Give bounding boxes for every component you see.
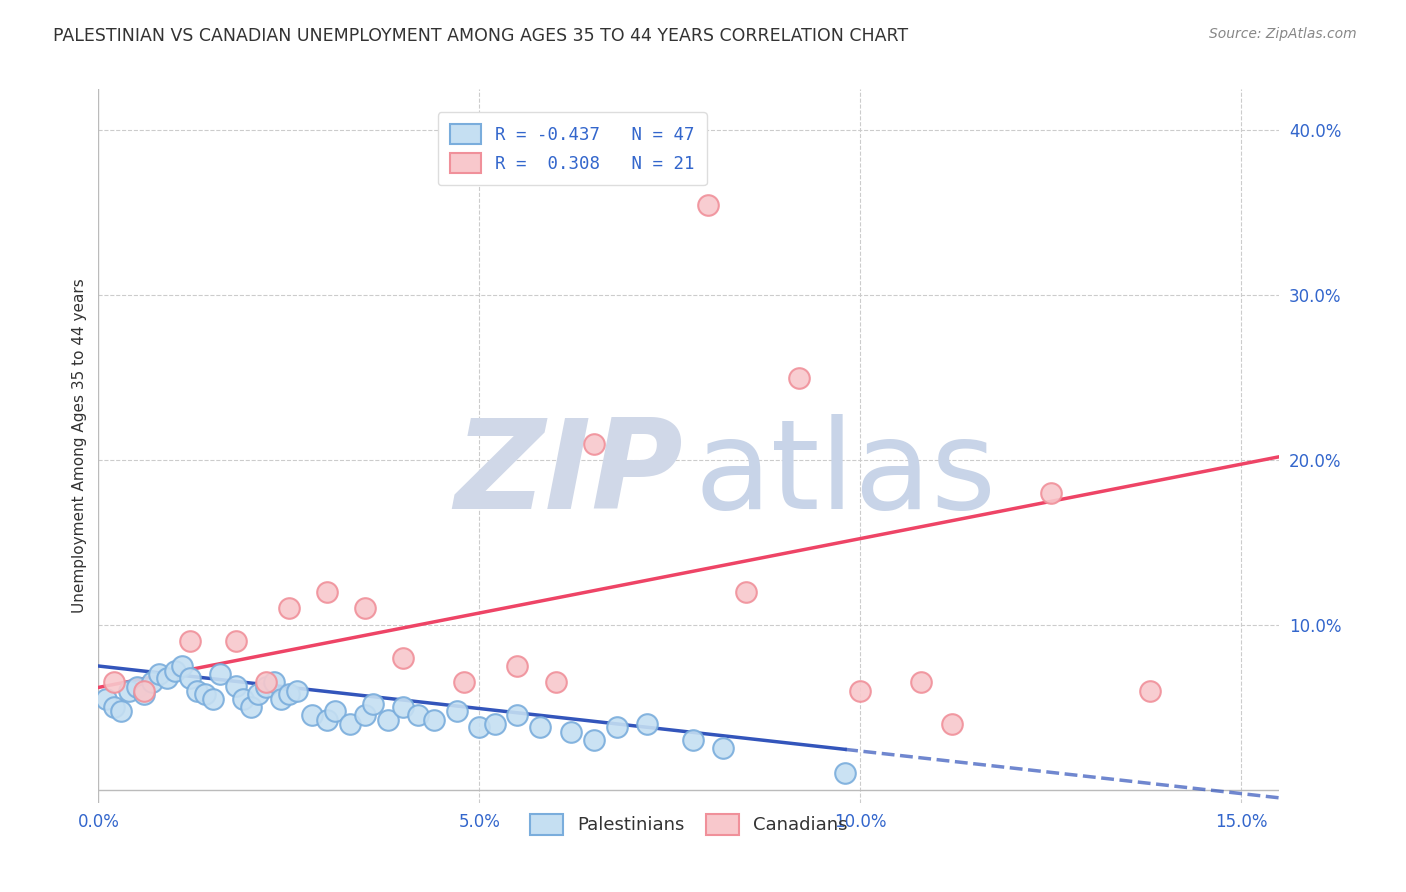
Point xyxy=(484,716,506,731)
Text: Source: ZipAtlas.com: Source: ZipAtlas.com xyxy=(1209,27,1357,41)
Point xyxy=(179,671,201,685)
Point xyxy=(1039,486,1062,500)
Point xyxy=(201,692,224,706)
Point xyxy=(239,700,262,714)
Point xyxy=(225,634,247,648)
Text: ZIP: ZIP xyxy=(454,414,683,535)
Point xyxy=(636,716,658,731)
Point xyxy=(582,733,605,747)
Point xyxy=(232,692,254,706)
Point xyxy=(254,675,277,690)
Point xyxy=(156,671,179,685)
Point xyxy=(582,436,605,450)
Point xyxy=(103,700,125,714)
Point xyxy=(209,667,232,681)
Point xyxy=(194,687,217,701)
Point xyxy=(544,675,567,690)
Point xyxy=(148,667,170,681)
Point xyxy=(323,704,346,718)
Point xyxy=(506,659,529,673)
Point xyxy=(103,675,125,690)
Legend: Palestinians, Canadians: Palestinians, Canadians xyxy=(522,805,856,844)
Point xyxy=(941,716,963,731)
Point xyxy=(134,683,156,698)
Point xyxy=(453,675,475,690)
Point xyxy=(94,692,117,706)
Point xyxy=(263,675,285,690)
Point xyxy=(179,634,201,648)
Point xyxy=(285,683,308,698)
Point xyxy=(186,683,208,698)
Point xyxy=(118,683,141,698)
Point xyxy=(277,687,299,701)
Point xyxy=(606,720,628,734)
Point xyxy=(361,697,384,711)
Point xyxy=(711,741,734,756)
Point xyxy=(125,681,148,695)
Point xyxy=(1139,683,1161,698)
Point xyxy=(506,708,529,723)
Point xyxy=(377,714,399,728)
Point xyxy=(247,687,270,701)
Point xyxy=(446,704,468,718)
Point xyxy=(529,720,551,734)
Point xyxy=(301,708,323,723)
Point xyxy=(682,733,704,747)
Point xyxy=(110,704,132,718)
Text: PALESTINIAN VS CANADIAN UNEMPLOYMENT AMONG AGES 35 TO 44 YEARS CORRELATION CHART: PALESTINIAN VS CANADIAN UNEMPLOYMENT AMO… xyxy=(53,27,908,45)
Point xyxy=(422,714,444,728)
Point xyxy=(408,708,430,723)
Point xyxy=(697,197,720,211)
Point xyxy=(789,370,811,384)
Point xyxy=(392,650,415,665)
Point xyxy=(468,720,491,734)
Point xyxy=(277,601,299,615)
Point xyxy=(910,675,932,690)
Point xyxy=(225,679,247,693)
Point xyxy=(560,725,582,739)
Point xyxy=(849,683,872,698)
Point xyxy=(163,664,186,678)
Point xyxy=(392,700,415,714)
Text: atlas: atlas xyxy=(695,414,997,535)
Point xyxy=(354,601,377,615)
Point xyxy=(270,692,292,706)
Point xyxy=(834,766,856,780)
Point xyxy=(316,585,339,599)
Point xyxy=(316,714,339,728)
Point xyxy=(254,681,277,695)
Point xyxy=(735,585,758,599)
Point xyxy=(141,675,163,690)
Point xyxy=(354,708,377,723)
Point xyxy=(339,716,361,731)
Y-axis label: Unemployment Among Ages 35 to 44 years: Unemployment Among Ages 35 to 44 years xyxy=(72,278,87,614)
Point xyxy=(172,659,194,673)
Point xyxy=(134,687,156,701)
